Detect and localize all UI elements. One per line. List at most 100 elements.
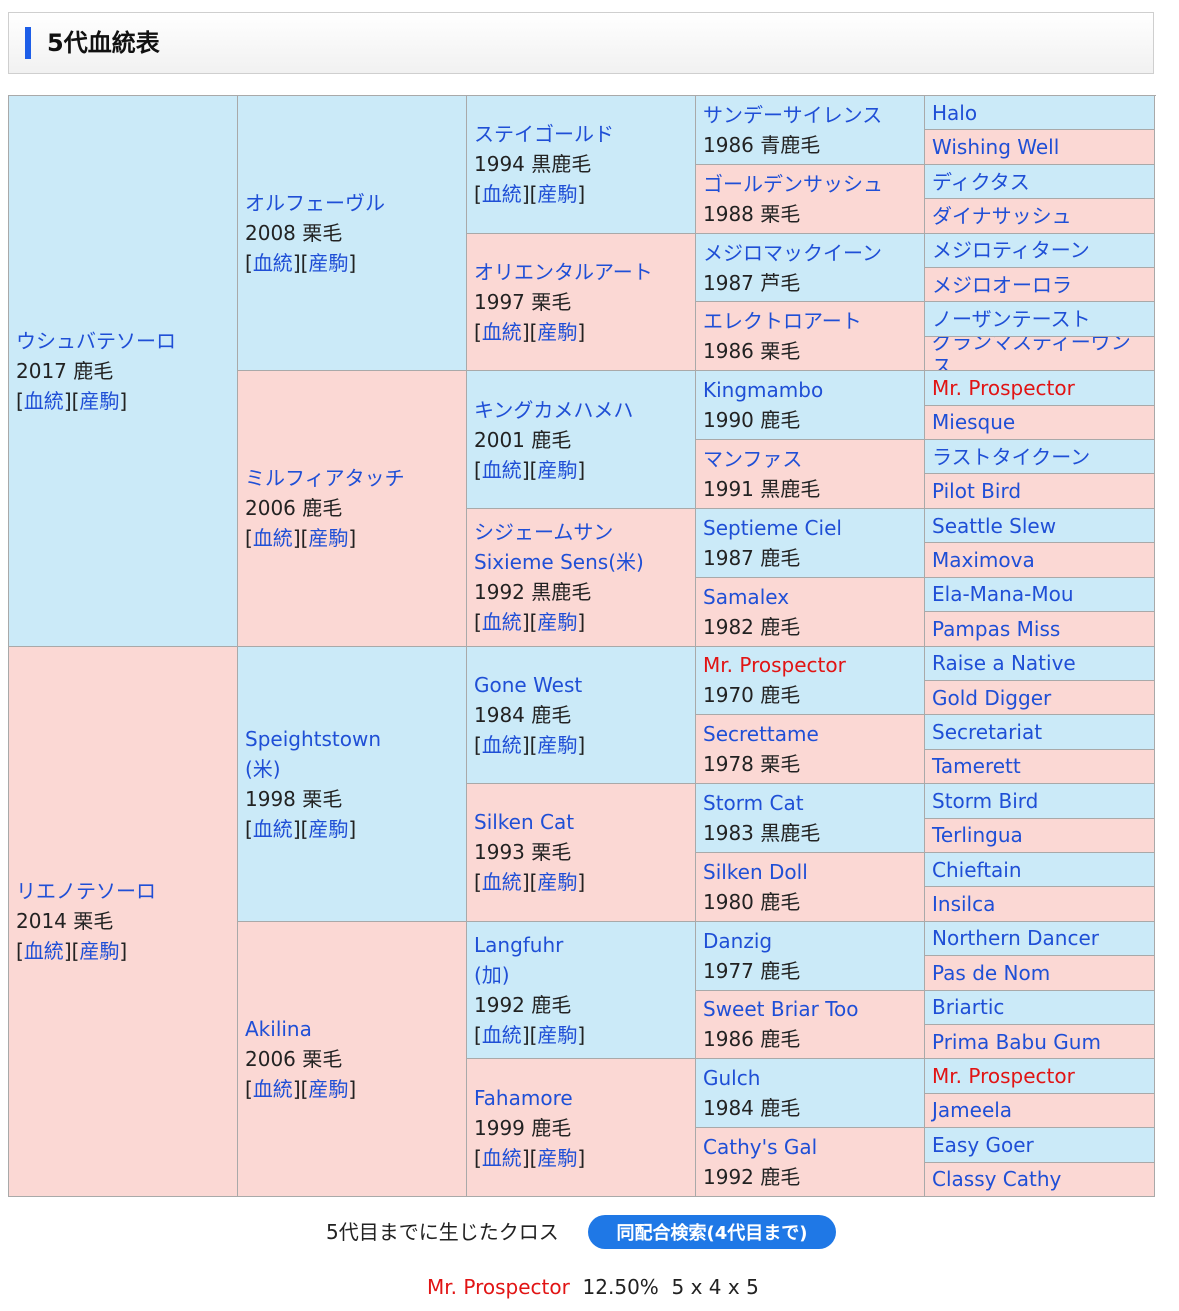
horse-name-link[interactable]: ゴールデンサッシュ: [703, 171, 883, 196]
horse-name-link[interactable]: Miesque: [932, 410, 1016, 435]
horse-name-link[interactable]: Pas de Nom: [932, 960, 1051, 985]
offspring-link[interactable]: 産駒: [537, 610, 578, 635]
horse-info: 2001 鹿毛: [474, 427, 572, 452]
horse-name-link[interactable]: オルフェーヴル: [245, 191, 385, 216]
horse-name-link[interactable]: Halo: [932, 100, 978, 125]
horse-name-link[interactable]: Secrettame: [703, 722, 819, 747]
horse-name-link[interactable]: メジロマックイーン: [703, 240, 882, 265]
offspring-link[interactable]: 産駒: [537, 319, 578, 344]
pedigree-link[interactable]: 血統: [481, 457, 522, 482]
horse-name-link[interactable]: グランマスティーヴンス: [932, 336, 1131, 372]
horse-info: 2006 栗毛: [245, 1046, 343, 1071]
horse-name-link[interactable]: ステイゴールド: [474, 122, 614, 147]
horse-name-link[interactable]: Tamerett: [932, 754, 1021, 779]
horse-name-link[interactable]: シジェームサン Sixieme Sens(米): [474, 520, 644, 575]
horse-name-link[interactable]: Gone West: [474, 672, 583, 697]
horse-name-link[interactable]: ウシュバテソーロ: [16, 328, 176, 353]
horse-name-link[interactable]: Gold Digger: [932, 685, 1052, 710]
horse-name-link[interactable]: Jameela: [932, 1098, 1013, 1123]
horse-name-link[interactable]: Wishing Well: [932, 135, 1060, 160]
horse-name-link[interactable]: マンファス: [703, 446, 803, 471]
same-mating-search-button[interactable]: 同配合検索(4代目まで): [588, 1215, 836, 1249]
pedigree-cell-gen4: ゴールデンサッシュ 1988 栗毛: [696, 164, 925, 234]
horse-name-link[interactable]: Silken Doll: [703, 859, 808, 884]
horse-name-link[interactable]: Gulch: [703, 1066, 761, 1091]
horse-name-link[interactable]: Septieme Ciel: [703, 515, 842, 540]
pedigree-link[interactable]: 血統: [23, 388, 64, 413]
offspring-link[interactable]: 産駒: [308, 816, 349, 841]
offspring-link[interactable]: 産駒: [537, 457, 578, 482]
pedigree-link[interactable]: 血統: [481, 610, 522, 635]
offspring-link[interactable]: 産駒: [79, 939, 120, 964]
horse-info: 2014 栗毛: [16, 909, 114, 934]
horse-name-link[interactable]: Mr. Prospector: [703, 653, 846, 678]
horse-name-link[interactable]: Pilot Bird: [932, 479, 1022, 504]
horse-name-link[interactable]: Langfuhr (加): [474, 933, 564, 988]
horse-name-link[interactable]: Secretariat: [932, 720, 1043, 745]
pedigree-link[interactable]: 血統: [481, 182, 522, 207]
horse-name-link[interactable]: Sweet Briar Too: [703, 997, 859, 1022]
offspring-link[interactable]: 産駒: [537, 1023, 578, 1048]
pedigree-link[interactable]: 血統: [23, 939, 64, 964]
horse-name-link[interactable]: Chieftain: [932, 857, 1022, 882]
pedigree-link[interactable]: 血統: [252, 816, 293, 841]
horse-name-link[interactable]: Samalex: [703, 584, 790, 609]
horse-name-link[interactable]: Fahamore: [474, 1085, 573, 1110]
horse-name-link[interactable]: Raise a Native: [932, 651, 1076, 676]
horse-name-link[interactable]: Storm Bird: [932, 788, 1039, 813]
horse-name-link[interactable]: メジロティターン: [932, 238, 1090, 263]
offspring-link[interactable]: 産駒: [308, 526, 349, 551]
horse-name-link[interactable]: メジロオーロラ: [932, 272, 1072, 297]
horse-name-link[interactable]: Ela-Mana-Mou: [932, 582, 1074, 607]
horse-name-link[interactable]: Easy Goer: [932, 1132, 1034, 1157]
offspring-link[interactable]: 産駒: [308, 1076, 349, 1101]
horse-name-link[interactable]: Silken Cat: [474, 810, 575, 835]
pedigree-cell-gen4: Kingmambo 1990 鹿毛: [696, 371, 925, 441]
horse-name-link[interactable]: Akilina: [245, 1016, 312, 1041]
offspring-link[interactable]: 産駒: [79, 388, 120, 413]
horse-name-link[interactable]: Mr. Prospector: [932, 375, 1075, 400]
horse-name-link[interactable]: サンデーサイレンス: [703, 102, 883, 127]
horse-name-link[interactable]: リエノテソーロ: [16, 879, 156, 904]
horse-name-link[interactable]: Briartic: [932, 995, 1005, 1020]
horse-name-link[interactable]: キングカメハメハ: [474, 397, 634, 422]
horse-name-link[interactable]: ノーザンテースト: [932, 307, 1091, 332]
horse-name-link[interactable]: Northern Dancer: [932, 926, 1100, 951]
horse-name-link[interactable]: Cathy's Gal: [703, 1135, 818, 1160]
cross-horse-link[interactable]: Mr. Prospector: [427, 1275, 570, 1299]
pedigree-link[interactable]: 血統: [481, 319, 522, 344]
offspring-link[interactable]: 産駒: [537, 1145, 578, 1170]
pedigree-link[interactable]: 血統: [252, 1076, 293, 1101]
horse-name-link[interactable]: ミルフィアタッチ: [245, 466, 405, 491]
horse-name-link[interactable]: Danzig: [703, 928, 773, 953]
pedigree-link[interactable]: 血統: [252, 526, 293, 551]
horse-name-link[interactable]: ダイナサッシュ: [932, 203, 1072, 228]
horse-name-link[interactable]: Maximova: [932, 547, 1035, 572]
pedigree-link[interactable]: 血統: [481, 1023, 522, 1048]
pedigree-cell-gen5: Insilca: [925, 887, 1155, 922]
offspring-link[interactable]: 産駒: [308, 251, 349, 276]
horse-name-link[interactable]: Kingmambo: [703, 378, 824, 403]
horse-name-link[interactable]: Pampas Miss: [932, 616, 1061, 641]
horse-name-link[interactable]: Prima Babu Gum: [932, 1029, 1101, 1054]
horse-name-link[interactable]: Classy Cathy: [932, 1167, 1062, 1192]
horse-name-link[interactable]: Insilca: [932, 892, 996, 917]
pedigree-cell-gen2: オルフェーヴル 2008 栗毛 [血統][産駒]: [238, 96, 467, 372]
horse-name-link[interactable]: Seattle Slew: [932, 513, 1057, 538]
pedigree-cell-gen4: Sweet Briar Too 1986 鹿毛: [696, 990, 925, 1060]
horse-name-link[interactable]: ディクタス: [932, 169, 1030, 194]
pedigree-link[interactable]: 血統: [481, 870, 522, 895]
horse-name-link[interactable]: Mr. Prospector: [932, 1064, 1075, 1089]
pedigree-link[interactable]: 血統: [481, 1145, 522, 1170]
horse-name-link[interactable]: Storm Cat: [703, 791, 804, 816]
offspring-link[interactable]: 産駒: [537, 182, 578, 207]
offspring-link[interactable]: 産駒: [537, 870, 578, 895]
pedigree-link[interactable]: 血統: [481, 732, 522, 757]
horse-name-link[interactable]: Terlingua: [932, 823, 1023, 848]
horse-name-link[interactable]: オリエンタルアート: [474, 259, 653, 284]
horse-name-link[interactable]: Speightstown (米): [245, 726, 381, 781]
pedigree-link[interactable]: 血統: [252, 251, 293, 276]
horse-name-link[interactable]: ラストタイクーン: [932, 444, 1091, 469]
horse-name-link[interactable]: エレクトロアート: [703, 309, 862, 334]
offspring-link[interactable]: 産駒: [537, 732, 578, 757]
